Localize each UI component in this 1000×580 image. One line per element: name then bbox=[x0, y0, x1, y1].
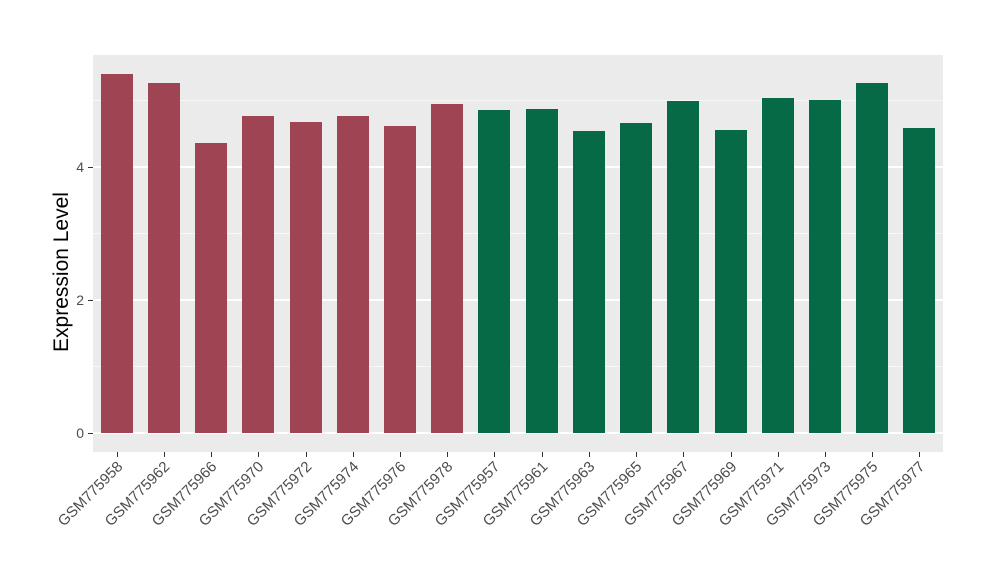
gridline-minor bbox=[93, 100, 943, 101]
bar-GSM775965 bbox=[620, 123, 653, 433]
x-tick-mark bbox=[305, 452, 307, 457]
y-tick-label: 0 bbox=[76, 425, 84, 441]
bar-GSM775967 bbox=[667, 101, 700, 433]
x-tick-mark bbox=[588, 452, 590, 457]
x-tick-mark bbox=[399, 452, 401, 457]
y-tick-mark bbox=[88, 300, 93, 301]
bar-GSM775962 bbox=[147, 83, 180, 433]
x-tick-mark bbox=[777, 452, 779, 457]
x-tick-mark bbox=[730, 452, 732, 457]
x-tick-mark bbox=[211, 452, 213, 457]
y-axis-title: Expression Level bbox=[50, 192, 73, 352]
x-tick-mark bbox=[352, 452, 354, 457]
bar-GSM775977 bbox=[903, 127, 936, 433]
bar-GSM775978 bbox=[431, 103, 464, 433]
bar-GSM775976 bbox=[383, 125, 416, 433]
x-tick-mark bbox=[872, 452, 874, 457]
x-tick-mark bbox=[541, 452, 543, 457]
bar-GSM775970 bbox=[242, 115, 275, 433]
gridline-major bbox=[93, 432, 943, 434]
x-tick-mark bbox=[258, 452, 260, 457]
y-tick-label: 4 bbox=[76, 159, 84, 175]
gridline-minor bbox=[93, 233, 943, 234]
bar-GSM775961 bbox=[525, 109, 558, 433]
x-tick-mark bbox=[163, 452, 165, 457]
x-tick-mark bbox=[919, 452, 921, 457]
bar-GSM775963 bbox=[572, 131, 605, 433]
gridline-minor bbox=[93, 366, 943, 367]
y-tick-mark bbox=[88, 167, 93, 168]
bar-GSM775966 bbox=[195, 143, 228, 433]
x-tick-mark bbox=[683, 452, 685, 457]
bar-GSM775974 bbox=[336, 115, 369, 433]
bar-GSM775975 bbox=[856, 83, 889, 433]
x-tick-mark bbox=[636, 452, 638, 457]
bar-GSM775969 bbox=[714, 129, 747, 433]
gridline-major bbox=[93, 166, 943, 168]
gridline-major bbox=[93, 299, 943, 301]
plot-panel bbox=[93, 55, 943, 452]
bar-GSM775958 bbox=[100, 73, 133, 433]
x-tick-mark bbox=[824, 452, 826, 457]
y-tick-label: 2 bbox=[76, 292, 84, 308]
x-tick-mark bbox=[494, 452, 496, 457]
bar-GSM775973 bbox=[808, 99, 841, 433]
bar-GSM775957 bbox=[478, 109, 511, 433]
bar-GSM775972 bbox=[289, 121, 322, 433]
bar-GSM775971 bbox=[761, 97, 794, 433]
x-tick-mark bbox=[447, 452, 449, 457]
y-tick-mark bbox=[88, 433, 93, 434]
x-tick-mark bbox=[116, 452, 118, 457]
